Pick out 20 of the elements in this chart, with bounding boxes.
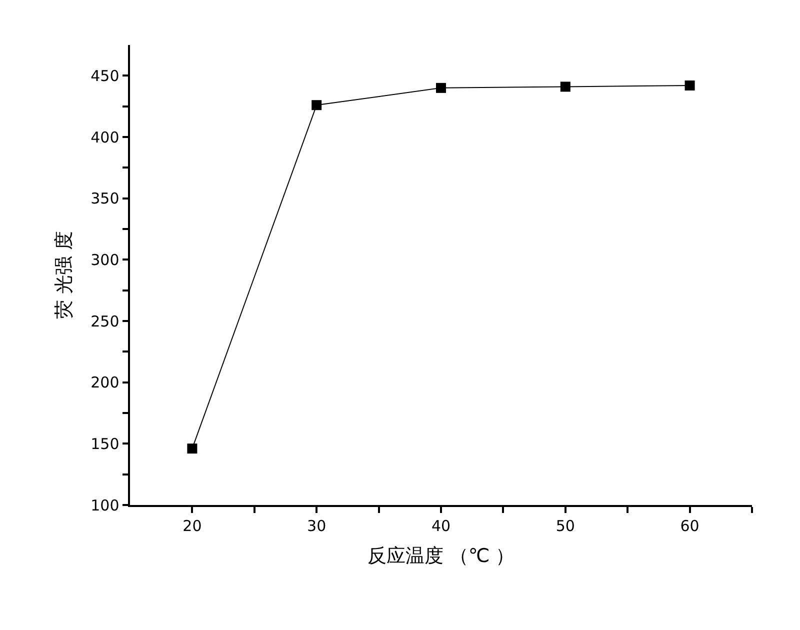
- y-axis-title: 荧 光强 度: [52, 230, 75, 320]
- point: [684, 80, 695, 90]
- x-tick-label: 30: [307, 516, 326, 535]
- y-tick-label: 150: [90, 434, 120, 453]
- x-tick-label: 60: [680, 516, 700, 535]
- y-tick-label: 250: [90, 312, 120, 330]
- y-tick-label: 200: [90, 374, 120, 392]
- point: [436, 82, 446, 93]
- x-axis-title: 反应温度 （℃ ）: [367, 545, 515, 568]
- y-tick-label: 350: [90, 190, 120, 208]
- y-tick-label: 450: [90, 66, 120, 85]
- point: [560, 82, 570, 92]
- x-tick-label: 50: [556, 516, 575, 535]
- point: [312, 100, 322, 110]
- point: [187, 444, 198, 454]
- y-tick-label: 100: [90, 496, 120, 514]
- x-tick-label: 40: [431, 516, 451, 535]
- y-tick-label: 300: [90, 250, 120, 269]
- y-tick-label: 400: [90, 128, 120, 146]
- x-tick-label: 20: [182, 516, 202, 535]
